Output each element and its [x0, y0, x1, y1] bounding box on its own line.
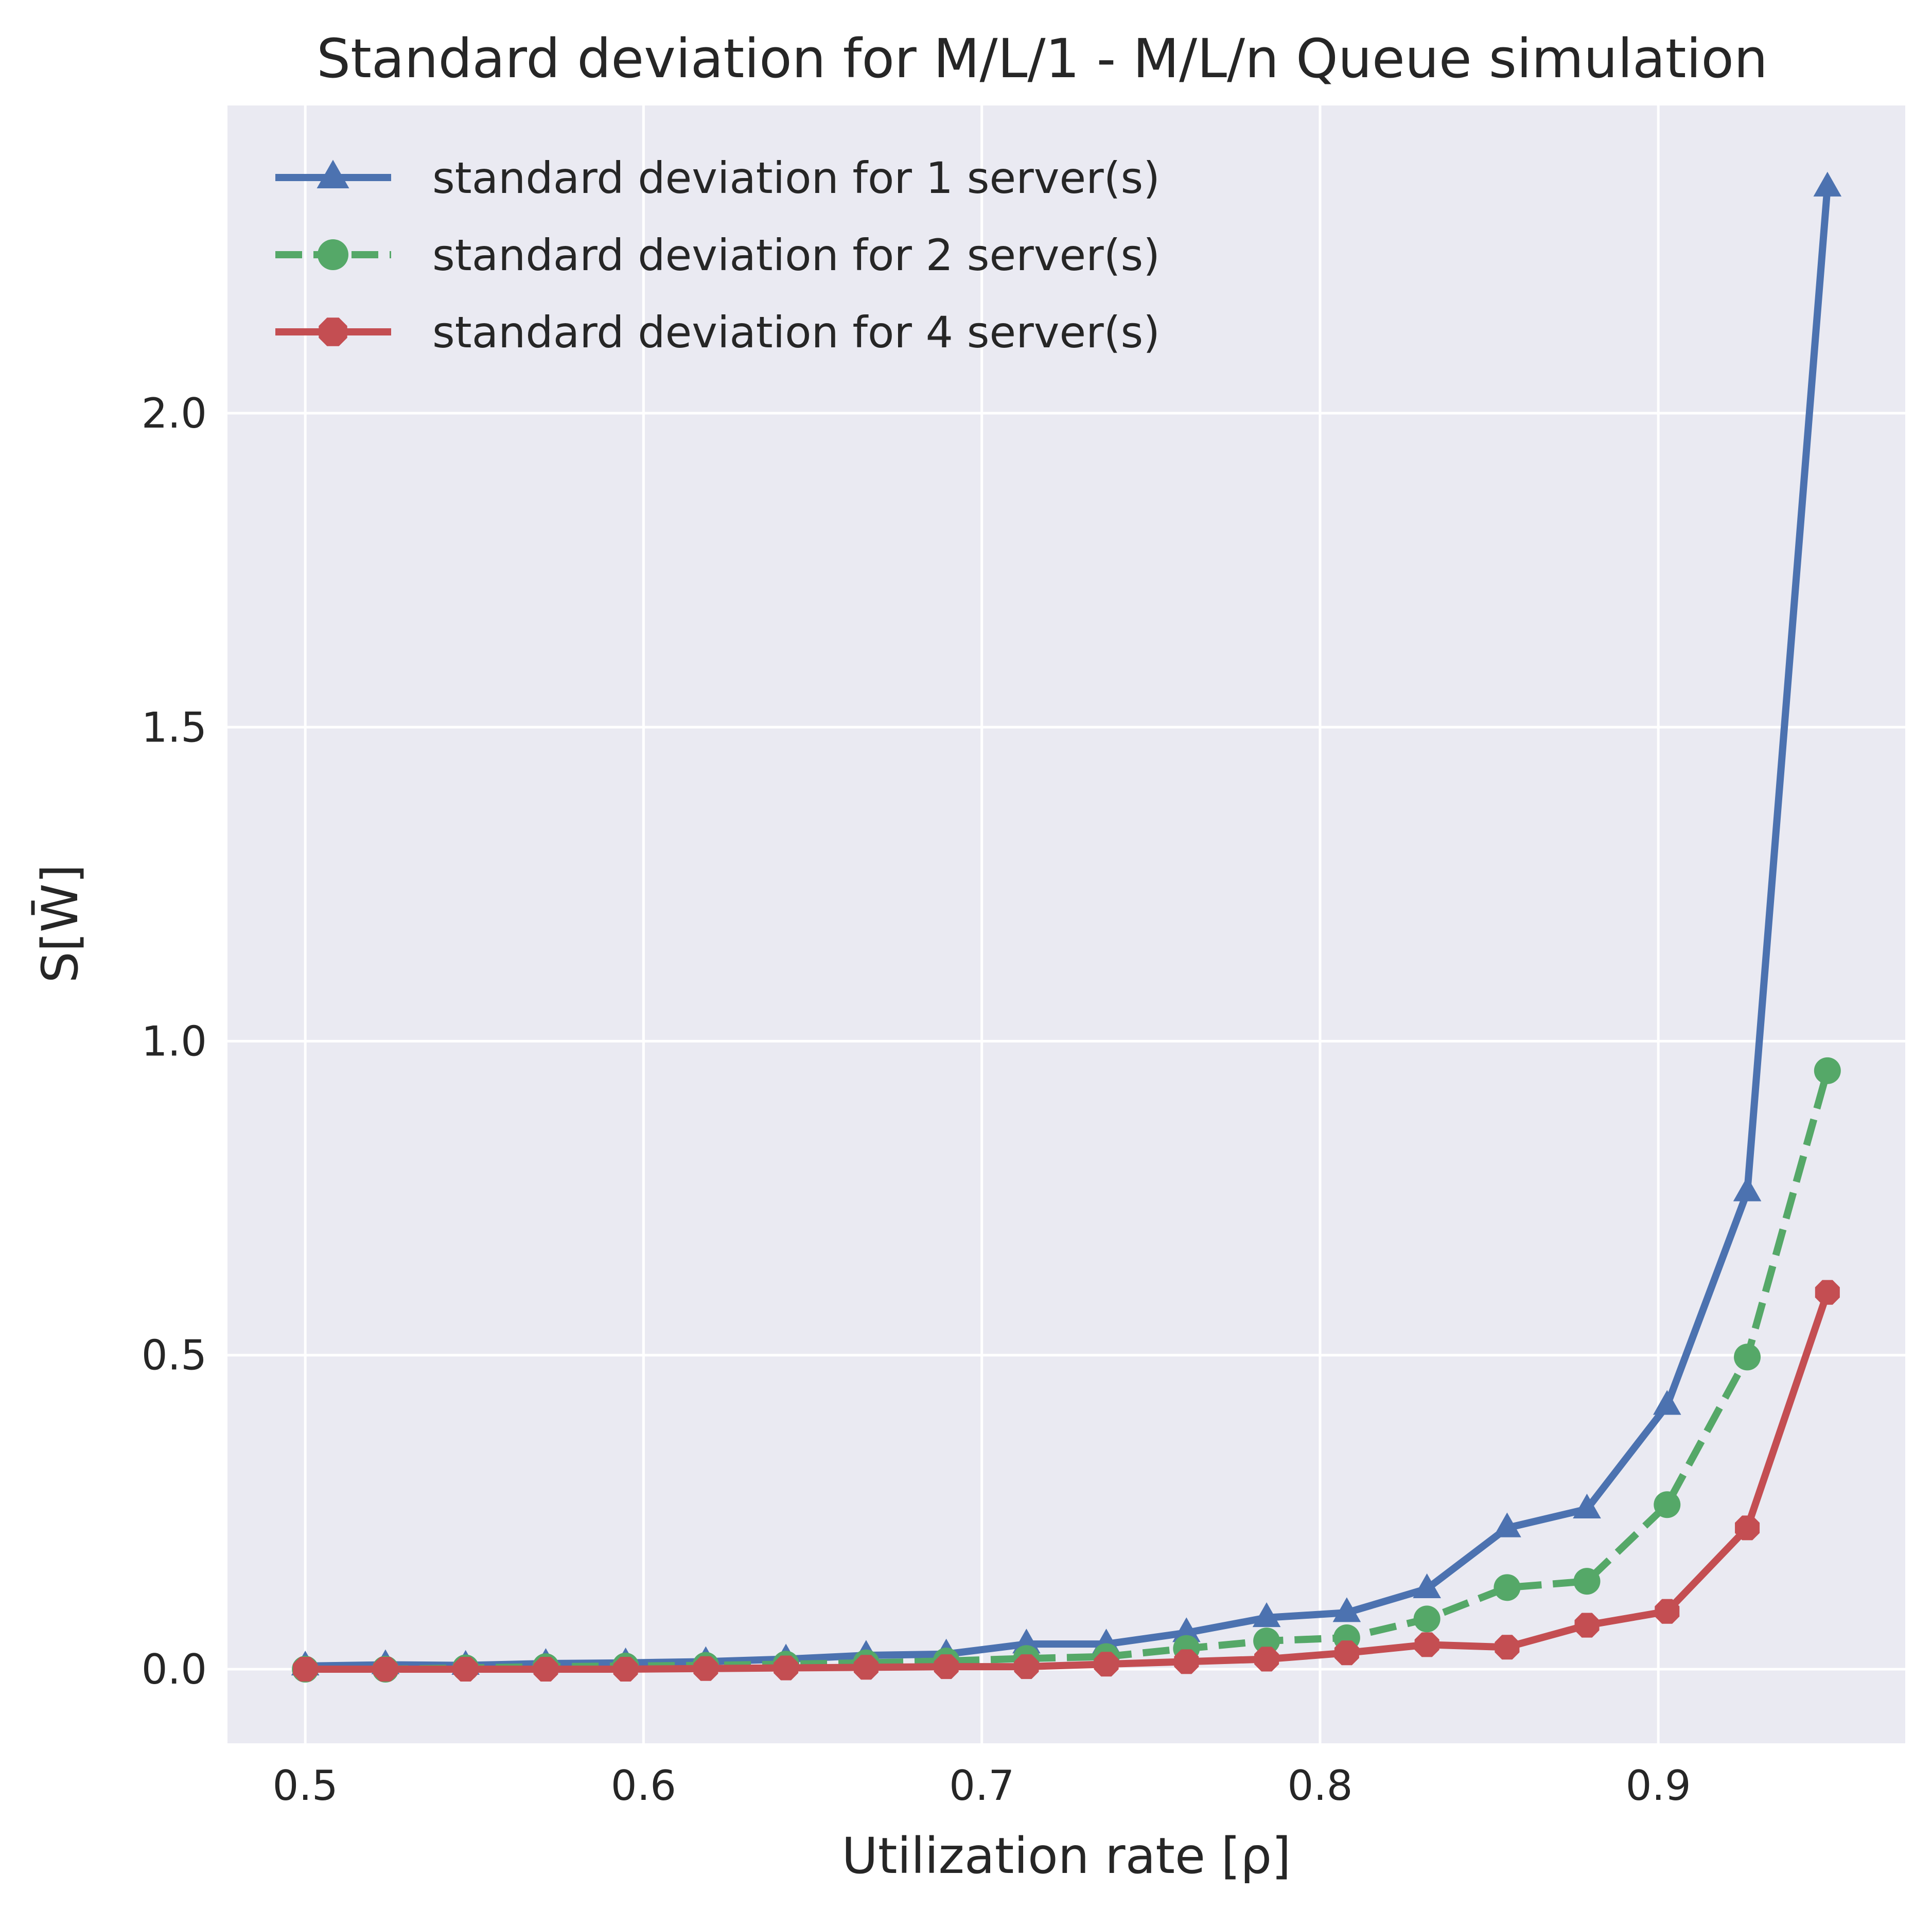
- data-point: [293, 1656, 318, 1682]
- legend-marker: [317, 160, 349, 188]
- legend-label: standard deviation for 2 server(s): [432, 230, 1160, 280]
- data-point: [1813, 171, 1842, 197]
- data-point: [1573, 1568, 1601, 1595]
- legend-marker: [319, 317, 347, 346]
- y-tick-label: 0.5: [142, 1332, 207, 1379]
- legend: standard deviation for 1 server(s) standa…: [275, 153, 1160, 358]
- data-point: [1495, 1635, 1520, 1660]
- data-point: [373, 1656, 398, 1682]
- data-point: [1733, 1176, 1762, 1201]
- data-point: [1252, 1602, 1281, 1628]
- data-point: [1574, 1613, 1600, 1638]
- data-point: [1172, 1617, 1201, 1642]
- y-axis-label: S[W̄]: [31, 864, 89, 983]
- x-tick-label: 0.6: [611, 1762, 676, 1810]
- series-line: [305, 1291, 1831, 1673]
- data-point: [1494, 1574, 1521, 1601]
- data-point: [453, 1656, 478, 1682]
- data-point: [1094, 1652, 1119, 1677]
- data-point: [1253, 1628, 1280, 1655]
- legend-label: standard deviation for 4 server(s): [432, 307, 1160, 358]
- plot-area: [227, 105, 1905, 1743]
- data-point: [1653, 1390, 1681, 1415]
- x-tick-label: 0.9: [1626, 1762, 1691, 1810]
- legend-label: standard deviation for 1 server(s): [432, 153, 1160, 203]
- data-point: [1493, 1512, 1521, 1537]
- grid-lines: [227, 105, 1905, 1743]
- data-point: [1814, 1057, 1841, 1084]
- data-point: [1174, 1649, 1199, 1674]
- y-tick-label: 1.0: [142, 1018, 207, 1066]
- data-point: [1735, 1515, 1760, 1541]
- x-axis-label: Utilization rate [ρ]: [842, 1827, 1291, 1885]
- data-point: [1413, 1573, 1441, 1598]
- x-tick-labels: 0.5 0.6 0.7 0.8 0.9: [273, 1762, 1691, 1810]
- y-tick-label: 1.5: [142, 703, 207, 751]
- data-point: [613, 1656, 638, 1682]
- data-point: [1014, 1654, 1039, 1679]
- data-point: [1413, 1605, 1441, 1633]
- legend-item: standard deviation for 1 server(s): [275, 153, 1160, 203]
- y-tick-label: 2.0: [142, 390, 207, 437]
- series-layer: [291, 171, 1842, 1683]
- data-point: [693, 1656, 718, 1681]
- chart-title: Standard deviation for M/L/1 - M/L/n Que…: [317, 27, 1768, 90]
- data-point: [1254, 1647, 1279, 1672]
- legend-marker: [318, 239, 348, 270]
- data-point: [1654, 1491, 1681, 1518]
- data-point: [934, 1654, 959, 1679]
- data-point: [1573, 1493, 1601, 1518]
- data-point: [1334, 1640, 1359, 1666]
- y-tick-label: 0.0: [142, 1646, 207, 1693]
- legend-item: standard deviation for 2 server(s): [275, 230, 1160, 280]
- data-point: [1655, 1599, 1680, 1624]
- data-point: [774, 1655, 799, 1681]
- x-tick-label: 0.7: [949, 1762, 1014, 1810]
- data-point: [533, 1656, 558, 1682]
- series-3: [293, 1280, 1840, 1682]
- data-point: [853, 1655, 879, 1680]
- x-tick-label: 0.8: [1287, 1762, 1353, 1810]
- data-point: [1815, 1280, 1840, 1305]
- x-tick-label: 0.5: [273, 1762, 338, 1810]
- data-point: [1332, 1597, 1361, 1622]
- data-point: [1734, 1343, 1761, 1371]
- y-tick-labels: 0.0 0.5 1.0 1.5 2.0: [142, 390, 207, 1693]
- legend-item: standard deviation for 4 server(s): [275, 307, 1160, 358]
- data-point: [1414, 1632, 1439, 1657]
